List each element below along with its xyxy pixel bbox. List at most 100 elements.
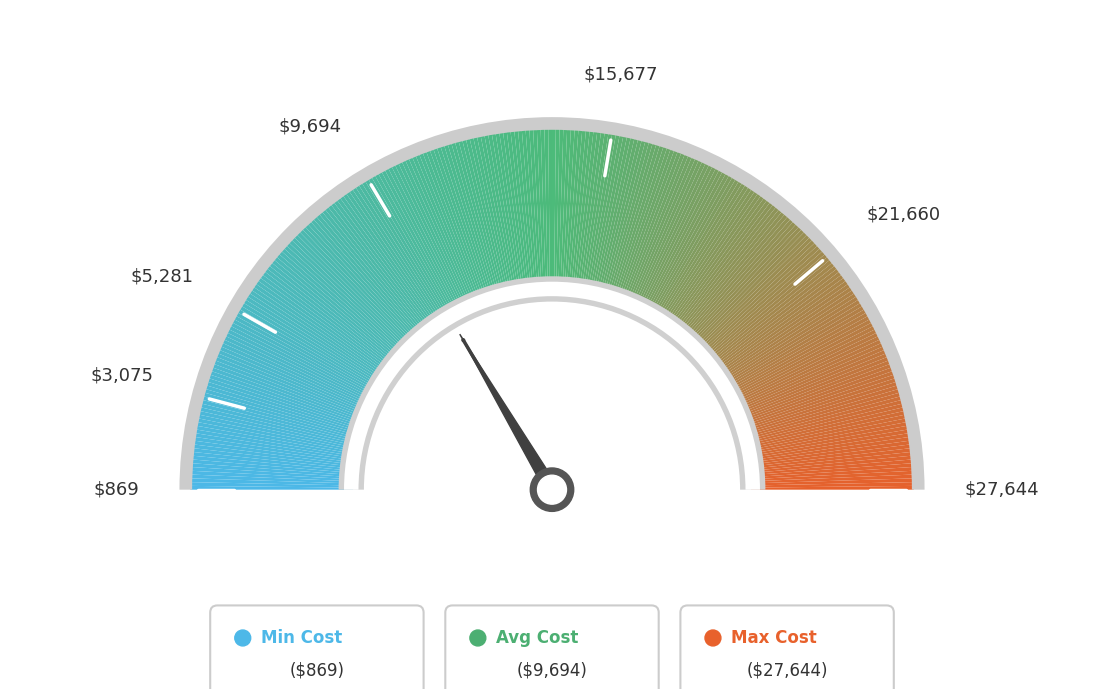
Wedge shape	[743, 388, 901, 436]
Wedge shape	[566, 129, 582, 291]
Wedge shape	[321, 208, 427, 337]
Wedge shape	[522, 129, 538, 291]
Text: ($27,644): ($27,644)	[746, 662, 828, 680]
Wedge shape	[514, 130, 533, 292]
Wedge shape	[225, 333, 373, 405]
Wedge shape	[342, 193, 438, 328]
Wedge shape	[444, 144, 495, 300]
Wedge shape	[192, 448, 354, 469]
Wedge shape	[745, 407, 905, 446]
Wedge shape	[741, 378, 898, 430]
Wedge shape	[408, 156, 475, 307]
Wedge shape	[746, 411, 905, 448]
Wedge shape	[262, 271, 393, 371]
Text: $15,677: $15,677	[583, 65, 658, 83]
Wedge shape	[701, 250, 826, 359]
Wedge shape	[266, 265, 396, 368]
Wedge shape	[728, 319, 872, 397]
Wedge shape	[264, 268, 395, 369]
Wedge shape	[612, 144, 664, 300]
Wedge shape	[659, 184, 749, 323]
Wedge shape	[544, 128, 550, 290]
Wedge shape	[751, 482, 914, 488]
Wedge shape	[737, 360, 891, 420]
Wedge shape	[346, 190, 440, 326]
Wedge shape	[740, 367, 893, 424]
Wedge shape	[201, 400, 359, 442]
Wedge shape	[625, 153, 689, 306]
Wedge shape	[614, 146, 667, 301]
Wedge shape	[666, 193, 762, 328]
Wedge shape	[683, 218, 794, 342]
Wedge shape	[743, 385, 900, 434]
Wedge shape	[192, 452, 354, 471]
Wedge shape	[747, 418, 907, 453]
Wedge shape	[232, 319, 376, 397]
Wedge shape	[191, 471, 353, 482]
Wedge shape	[374, 172, 456, 317]
Wedge shape	[192, 455, 354, 473]
Wedge shape	[715, 284, 851, 378]
Text: Max Cost: Max Cost	[731, 629, 817, 647]
Wedge shape	[573, 130, 594, 292]
Wedge shape	[734, 346, 885, 413]
Wedge shape	[412, 155, 477, 306]
Text: $5,281: $5,281	[130, 268, 193, 286]
Text: $21,660: $21,660	[867, 206, 941, 224]
Wedge shape	[638, 164, 713, 311]
Wedge shape	[654, 178, 740, 319]
Wedge shape	[233, 315, 378, 395]
Wedge shape	[571, 130, 590, 292]
Wedge shape	[248, 290, 386, 382]
Wedge shape	[660, 186, 752, 324]
Wedge shape	[474, 136, 511, 295]
Wedge shape	[415, 153, 479, 306]
Wedge shape	[740, 371, 895, 426]
Wedge shape	[307, 221, 418, 343]
Wedge shape	[333, 199, 434, 331]
Wedge shape	[193, 437, 355, 463]
Wedge shape	[587, 134, 619, 294]
Wedge shape	[687, 224, 799, 345]
Wedge shape	[211, 367, 364, 424]
Wedge shape	[730, 329, 878, 403]
Wedge shape	[720, 296, 859, 385]
Wedge shape	[721, 299, 861, 386]
Wedge shape	[507, 130, 529, 293]
Wedge shape	[541, 128, 548, 291]
Wedge shape	[458, 139, 502, 297]
Wedge shape	[619, 149, 678, 303]
Wedge shape	[193, 444, 354, 467]
Wedge shape	[301, 226, 416, 346]
Wedge shape	[429, 148, 487, 302]
FancyBboxPatch shape	[210, 605, 424, 690]
Wedge shape	[564, 129, 578, 291]
Wedge shape	[744, 393, 901, 438]
Text: $3,075: $3,075	[91, 366, 153, 384]
Wedge shape	[750, 448, 912, 469]
Text: Min Cost: Min Cost	[261, 629, 342, 647]
Wedge shape	[702, 253, 828, 362]
FancyBboxPatch shape	[680, 605, 894, 690]
Wedge shape	[238, 306, 381, 391]
Wedge shape	[426, 149, 485, 303]
Wedge shape	[381, 169, 460, 315]
Wedge shape	[751, 475, 913, 484]
Wedge shape	[646, 171, 726, 315]
Wedge shape	[602, 139, 646, 297]
Wedge shape	[391, 164, 466, 311]
Text: ($9,694): ($9,694)	[517, 662, 587, 680]
Wedge shape	[609, 144, 660, 300]
Wedge shape	[355, 184, 445, 323]
Wedge shape	[670, 199, 771, 331]
Wedge shape	[312, 216, 422, 340]
Wedge shape	[526, 129, 540, 291]
Wedge shape	[690, 228, 805, 348]
Wedge shape	[730, 326, 875, 401]
Wedge shape	[662, 188, 755, 325]
Wedge shape	[327, 204, 431, 334]
Wedge shape	[190, 482, 353, 488]
Wedge shape	[751, 467, 913, 480]
Wedge shape	[672, 201, 774, 333]
Circle shape	[470, 630, 486, 646]
